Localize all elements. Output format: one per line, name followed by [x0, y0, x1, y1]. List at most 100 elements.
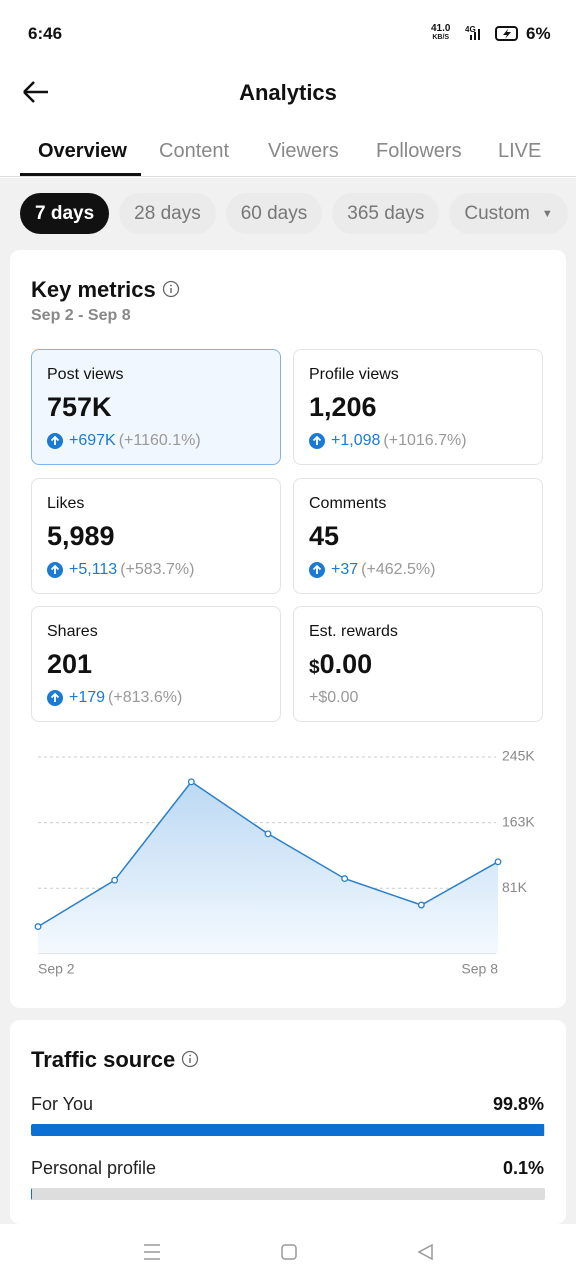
point: [417, 901, 425, 909]
info-icon[interactable]: [162, 280, 180, 298]
dropdown-arrow: ▼: [541, 207, 553, 220]
y-tick-label: 81K: [502, 879, 528, 895]
nav-icons: [144, 1243, 433, 1261]
pill-label: Custom: [464, 202, 530, 224]
point: [341, 875, 349, 883]
date-ranges: 7 days 28 days 60 days 365 days Custom ▼: [20, 193, 568, 234]
arrow-wrap: [309, 562, 325, 578]
up-arrow: [47, 562, 63, 578]
tab[interactable]: Followers: [376, 140, 462, 162]
pill-label: 60 days: [240, 202, 308, 224]
change: +697K: [69, 432, 116, 449]
y-tick-label: 245K: [502, 748, 535, 764]
metric-change: +37 (+462.5%): [309, 561, 435, 579]
pill-label: 7 days: [35, 202, 95, 224]
metric-change: +5,113 (+583.7%): [47, 561, 194, 579]
metric-value: 5,989: [47, 521, 115, 552]
metric-value: 1,206: [309, 392, 377, 423]
source-percent: 0.1%: [502, 1158, 544, 1178]
metric-label: Profile views: [309, 366, 399, 383]
change: +179: [69, 689, 106, 706]
bar: [31, 1188, 32, 1200]
metric-value: 201: [47, 649, 92, 680]
metric-card[interactable]: Est. rewards $0.00 +$0.00: [293, 606, 543, 722]
tab-indicator: [20, 173, 141, 176]
percent: (+813.6%): [108, 689, 183, 706]
percent: (+1160.1%): [118, 432, 201, 449]
percent: (+462.5%): [361, 561, 436, 578]
up-arrow: [47, 690, 63, 706]
value: 757K: [47, 392, 112, 422]
pill-label: 28 days: [134, 202, 201, 224]
speed-unit: KB/S: [432, 34, 450, 41]
arrow-wrap: [47, 690, 63, 706]
metric-card[interactable]: Likes 5,989 +5,113 (+583.7%): [31, 478, 281, 594]
bar-track: [31, 1124, 545, 1136]
bar-track: [31, 1188, 545, 1200]
metric-value: 45: [309, 521, 339, 552]
metric-card[interactable]: Profile views 1,206 +1,098 (+1016.7%): [293, 349, 543, 465]
bar: [31, 1124, 544, 1136]
value: 45: [309, 521, 340, 551]
date-range-pill[interactable]: 7 days: [20, 193, 110, 234]
percent: (+1016.7%): [383, 432, 467, 449]
x-tick-label: Sep 8: [461, 961, 498, 977]
pill-label: 365 days: [347, 202, 425, 224]
metric-change: +$0.00: [309, 689, 358, 707]
point: [494, 858, 502, 866]
value: 1,206: [309, 392, 377, 422]
tab[interactable]: Viewers: [268, 140, 339, 162]
tab[interactable]: LIVE: [498, 140, 542, 162]
title-text: Key metrics: [31, 277, 156, 302]
title-text: Traffic source: [31, 1047, 176, 1072]
info-icon[interactable]: [181, 1050, 199, 1068]
up-arrow: [47, 433, 63, 449]
percent: (+583.7%): [120, 561, 195, 578]
time: 6:46: [28, 24, 63, 43]
date-range-pill[interactable]: 365 days: [332, 193, 440, 234]
metric-label: Est. rewards: [309, 623, 398, 640]
up-arrow: [309, 433, 325, 449]
point: [187, 778, 195, 786]
line-chart: 81K 163K 245K Sep 2 Sep 8: [34, 748, 535, 977]
metric-card[interactable]: Post views 757K +697K (+1160.1%): [31, 349, 281, 465]
source-name: For You: [31, 1094, 94, 1114]
x-tick-label: Sep 2: [38, 961, 75, 977]
currency: $: [309, 657, 320, 678]
change: +$0.00: [309, 689, 359, 706]
date-range-pill[interactable]: 28 days: [119, 193, 216, 234]
point: [111, 876, 119, 884]
source-name: Personal profile: [31, 1158, 157, 1178]
change: +1,098: [331, 432, 381, 449]
y-tick-label: 163K: [502, 813, 535, 829]
battery: 6%: [526, 24, 551, 43]
divider: [0, 176, 576, 177]
point: [34, 923, 42, 931]
network: 4G: [465, 25, 476, 34]
metric-change: +697K (+1160.1%): [47, 432, 201, 450]
point: [264, 830, 272, 838]
value: 5,989: [47, 521, 115, 551]
date-range-pill[interactable]: 60 days: [225, 193, 323, 234]
metric-label: Likes: [47, 495, 85, 512]
status-icons: [470, 26, 518, 41]
speed: 41.0: [431, 23, 451, 34]
arrow-wrap: [47, 562, 63, 578]
nav-bar: [0, 1224, 576, 1280]
tab[interactable]: Content: [159, 140, 230, 162]
metric-label: Shares: [47, 623, 98, 640]
back-button[interactable]: [20, 78, 52, 106]
value: 0.00: [319, 649, 373, 679]
arrow-wrap: [309, 433, 325, 449]
date-range-pill[interactable]: Custom ▼: [449, 193, 568, 234]
value: 201: [47, 649, 93, 679]
net-speed: 41.0 KB/S: [431, 24, 450, 42]
metric-value: 757K: [47, 392, 112, 423]
metric-card[interactable]: Comments 45 +37 (+462.5%): [293, 478, 543, 594]
metric-card[interactable]: Shares 201 +179 (+813.6%): [31, 606, 281, 722]
metric-label: Comments: [309, 495, 387, 512]
page-title: Analytics: [239, 80, 337, 105]
tab[interactable]: Overview: [38, 140, 127, 162]
up-arrow: [309, 562, 325, 578]
